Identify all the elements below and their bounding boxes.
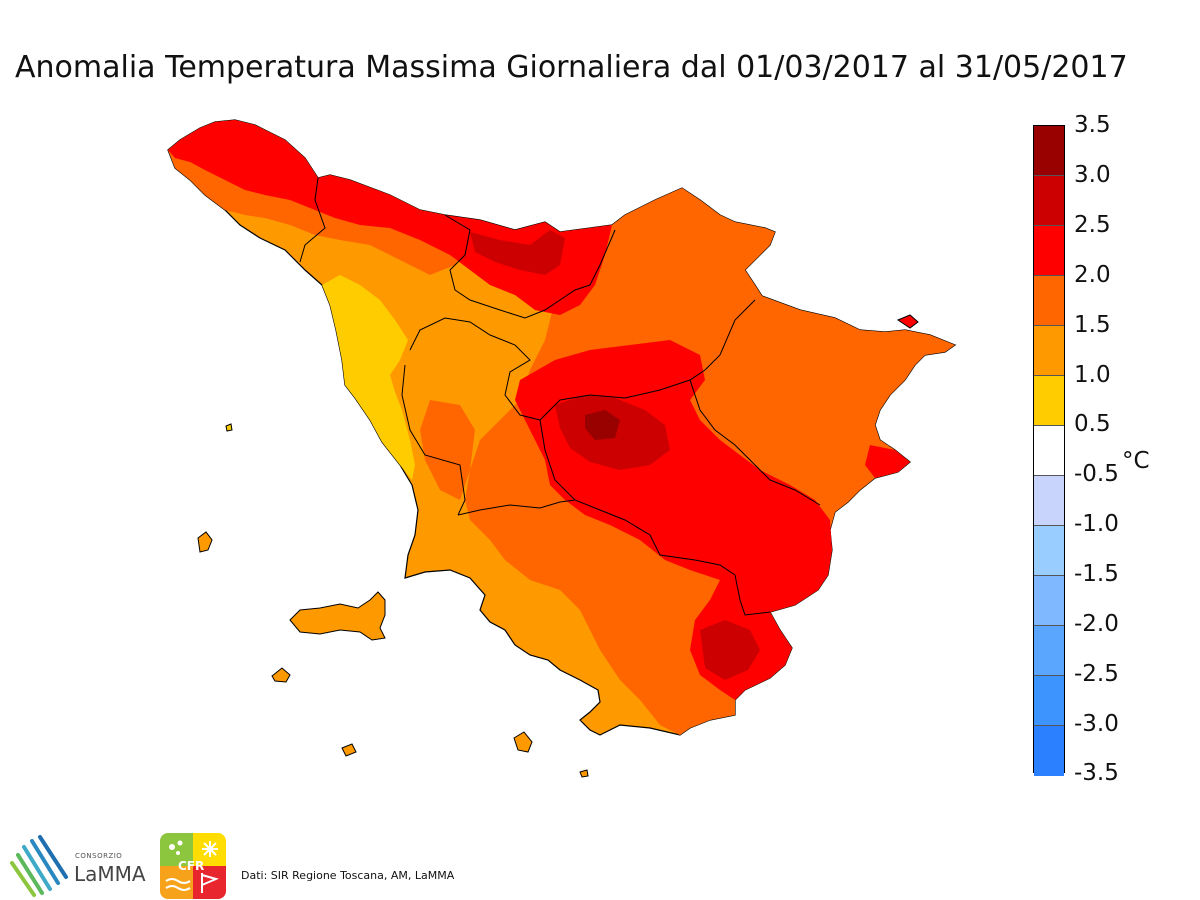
- island-gorgona: [225, 423, 233, 432]
- legend-tick: -3.5: [1074, 760, 1119, 786]
- legend-swatch: [1034, 376, 1064, 426]
- island-giglio: [513, 731, 533, 753]
- legend-swatch: [1034, 326, 1064, 376]
- legend-tick: -1.5: [1074, 561, 1119, 587]
- island-capraia: [197, 531, 213, 553]
- legend-tick: 0.5: [1074, 411, 1111, 437]
- legend-tick: 1.0: [1074, 362, 1111, 388]
- legend-tick: 2.5: [1074, 212, 1111, 238]
- province-borders: [299, 177, 821, 616]
- map-title: Anomalia Temperatura Massima Giornaliera…: [15, 50, 1128, 85]
- legend-tick: -2.0: [1074, 611, 1119, 637]
- lamma-name-text: LaMMA: [74, 862, 146, 886]
- island-giannutri: [579, 769, 589, 778]
- zone-yellow-coast: [322, 275, 415, 480]
- legend-tick: 3.5: [1074, 112, 1111, 138]
- zone-darkred-south: [700, 620, 760, 680]
- legend-tick: -3.0: [1074, 711, 1119, 737]
- cfr-label-text: CFR: [178, 859, 205, 873]
- zone-darkred-apennine: [470, 230, 565, 275]
- legend-swatch: [1034, 476, 1064, 526]
- legend-tick: -2.5: [1074, 661, 1119, 687]
- legend-swatch: [1034, 576, 1064, 626]
- island-enclave: [896, 314, 919, 329]
- legend-tick: 1.5: [1074, 312, 1111, 338]
- zone-red-east-coast: [865, 445, 910, 478]
- legend-tick: 3.0: [1074, 162, 1111, 188]
- legend-swatch: [1034, 726, 1064, 776]
- zone-darkest-peak: [585, 410, 620, 440]
- legend-swatch: [1034, 176, 1064, 226]
- zone-red-northwest: [168, 120, 612, 315]
- island-elba: [289, 591, 386, 641]
- legend-swatch: [1034, 426, 1064, 476]
- lamma-logo: [10, 835, 68, 897]
- cfr-logo: [160, 833, 226, 899]
- legend-swatch: [1034, 126, 1064, 176]
- data-credit: Dati: SIR Regione Toscana, AM, LaMMA: [241, 869, 455, 882]
- legend-tick: -0.5: [1074, 461, 1119, 487]
- legend-swatch: [1034, 626, 1064, 676]
- legend-tick: 2.0: [1074, 262, 1111, 288]
- legend-unit: °C: [1122, 448, 1150, 474]
- island-pianosa: [271, 667, 291, 683]
- legend-swatch: [1034, 676, 1064, 726]
- legend-swatch: [1034, 526, 1064, 576]
- legend-swatch: [1034, 276, 1064, 326]
- lamma-consorzio-text: CONSORZIO: [75, 852, 123, 860]
- legend-tick: -1.0: [1074, 511, 1119, 537]
- legend-swatch: [1034, 226, 1064, 276]
- legend-colorbar: [1033, 125, 1065, 776]
- island-montecristo: [341, 743, 357, 757]
